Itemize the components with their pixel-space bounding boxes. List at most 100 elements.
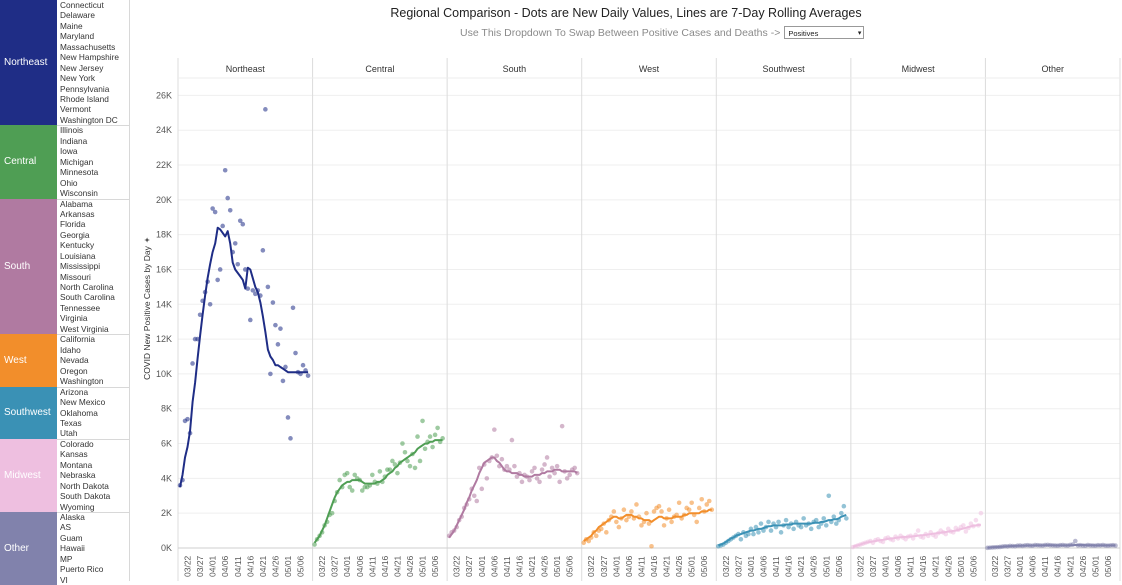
x-tick-label: 05/01 — [956, 555, 966, 577]
legend-state[interactable]: New Hampshire — [60, 52, 120, 63]
legend-state[interactable]: Arkansas — [60, 208, 95, 219]
legend-state[interactable]: Indiana — [60, 135, 88, 146]
legend-region-central[interactable]: Central — [0, 125, 57, 199]
data-point — [479, 486, 485, 492]
legend-state[interactable]: Idaho — [60, 344, 81, 355]
data-point — [593, 533, 599, 539]
legend-state[interactable]: Arizona — [60, 386, 89, 397]
legend-region-southwest[interactable]: Southwest — [0, 386, 57, 439]
x-tick-label: 04/21 — [258, 555, 268, 577]
legend-state[interactable]: Wyoming — [60, 501, 95, 512]
data-point — [839, 510, 844, 516]
legend-state[interactable]: Virginia — [60, 313, 88, 324]
legend-state[interactable]: Guam — [60, 532, 83, 543]
legend-state[interactable]: MP — [60, 553, 73, 564]
rolling-average-line — [987, 544, 1116, 549]
legend-region-south[interactable]: South — [0, 198, 57, 335]
legend-state[interactable]: Ohio — [60, 177, 78, 188]
data-point — [242, 267, 248, 272]
legend-state[interactable]: Hawaii — [60, 543, 85, 554]
x-tick-label: 04/06 — [220, 555, 230, 577]
legend-state[interactable]: Alaska — [60, 512, 85, 523]
y-tick-label: 4K — [161, 473, 172, 483]
legend-state[interactable]: Louisiana — [60, 250, 96, 261]
legend-state[interactable]: Delaware — [60, 10, 96, 21]
legend-state[interactable]: Puerto Rico — [60, 564, 104, 575]
x-tick-label: 05/06 — [834, 555, 844, 577]
data-point — [260, 248, 266, 253]
data-point — [347, 484, 353, 490]
legend-state[interactable]: Maine — [60, 20, 83, 31]
legend-state[interactable]: Minnesota — [60, 167, 99, 178]
legend-state[interactable]: California — [60, 334, 96, 345]
legend-state[interactable]: VI — [60, 574, 68, 585]
legend-state[interactable]: Massachusetts — [60, 41, 116, 52]
legend-state[interactable]: Washington DC — [60, 114, 118, 125]
legend-state[interactable]: Texas — [60, 417, 82, 428]
y-tick-label: 18K — [156, 230, 172, 240]
legend-region-northeast[interactable]: Northeast — [0, 0, 57, 126]
legend-state[interactable]: AS — [60, 522, 72, 533]
legend-state[interactable]: South Dakota — [60, 491, 111, 502]
legend-state[interactable]: Georgia — [60, 229, 90, 240]
legend-state[interactable]: South Carolina — [60, 292, 115, 303]
pin-icon[interactable]: ✦ — [143, 236, 152, 243]
legend-state[interactable]: Mississippi — [60, 261, 101, 272]
legend-state[interactable]: North Carolina — [60, 282, 114, 293]
legend-state[interactable]: Pennsylvania — [60, 83, 110, 94]
legend-state[interactable]: Iowa — [60, 146, 78, 157]
legend-state[interactable]: Kentucky — [60, 240, 95, 251]
legend-state[interactable]: Wisconsin — [60, 188, 98, 199]
legend-state[interactable]: Connecticut — [60, 0, 104, 10]
legend-state[interactable]: Montana — [60, 459, 93, 470]
legend-state[interactable]: Oregon — [60, 365, 88, 376]
chevron-down-icon[interactable]: ▾ — [857, 30, 862, 37]
data-point — [963, 529, 969, 534]
legend-state[interactable]: Nevada — [60, 355, 89, 366]
legend-state[interactable]: Washington — [60, 376, 104, 387]
legend-state[interactable]: Nebraska — [60, 470, 96, 481]
legend-state[interactable]: Alabama — [60, 198, 93, 209]
legend-state[interactable]: Tennessee — [60, 302, 101, 313]
legend-state[interactable]: Vermont — [60, 104, 91, 115]
data-point — [197, 312, 203, 318]
legend-state[interactable]: Utah — [60, 428, 78, 439]
legend-state[interactable]: Oklahoma — [60, 407, 98, 418]
legend-state[interactable]: Kansas — [60, 449, 88, 460]
x-tick-label: 05/01 — [418, 555, 428, 577]
data-point — [509, 437, 515, 443]
data-point — [552, 470, 557, 476]
measure-dropdown[interactable]: Positives ▾ — [784, 26, 865, 39]
legend-state[interactable]: Rhode Island — [60, 93, 109, 104]
x-tick-label: 03/27 — [1003, 555, 1013, 577]
x-tick-label: 03/27 — [464, 555, 474, 577]
legend-region-label: Southwest — [4, 407, 51, 419]
legend-state[interactable]: Florida — [60, 219, 86, 230]
legend-region-midwest[interactable]: Midwest — [0, 438, 57, 513]
legend-region-other[interactable]: Other — [0, 512, 57, 585]
legend-state[interactable]: Maryland — [60, 31, 95, 42]
legend-state[interactable]: New York — [60, 73, 96, 84]
data-point — [210, 206, 215, 211]
panel-title: South — [503, 64, 527, 74]
data-point — [402, 449, 408, 455]
data-point — [1073, 538, 1078, 544]
x-tick-label: 03/22 — [452, 555, 462, 577]
panel-title: Northeast — [226, 64, 266, 74]
data-point — [706, 498, 712, 504]
legend-state[interactable]: New Mexico — [60, 397, 106, 408]
legend-state[interactable]: Missouri — [60, 271, 91, 282]
legend-state[interactable]: Colorado — [60, 438, 94, 449]
legend-state[interactable]: Michigan — [60, 156, 94, 167]
legend-state[interactable]: New Jersey — [60, 62, 104, 73]
x-tick-label: 03/27 — [330, 555, 340, 577]
legend-state[interactable]: Illinois — [60, 125, 84, 136]
legend-state[interactable]: West Virginia — [60, 323, 109, 334]
legend-region-west[interactable]: West — [0, 334, 57, 387]
data-point — [564, 476, 570, 481]
data-point — [758, 521, 764, 526]
legend-state[interactable]: North Dakota — [60, 480, 109, 491]
x-tick-label: 05/06 — [1103, 555, 1113, 577]
